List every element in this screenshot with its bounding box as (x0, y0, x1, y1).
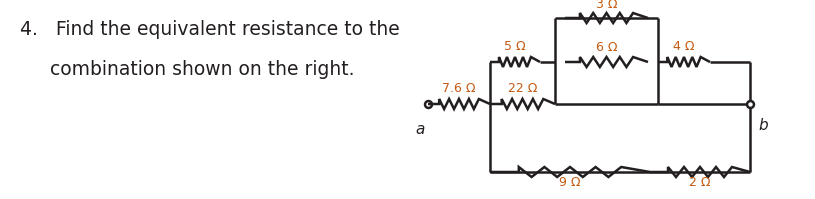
Text: 4 Ω: 4 Ω (673, 40, 694, 53)
Text: b: b (758, 118, 768, 133)
Text: 2 Ω: 2 Ω (689, 176, 711, 189)
Text: 3 Ω: 3 Ω (596, 0, 617, 11)
Text: a: a (416, 122, 425, 137)
Text: 22 Ω: 22 Ω (508, 82, 537, 95)
Text: 7.6 Ω: 7.6 Ω (443, 82, 476, 95)
Text: 6 Ω: 6 Ω (596, 41, 617, 54)
Text: 4.   Find the equivalent resistance to the: 4. Find the equivalent resistance to the (20, 20, 399, 39)
Text: combination shown on the right.: combination shown on the right. (20, 60, 355, 79)
Text: 9 Ω: 9 Ω (559, 176, 581, 189)
Text: 5 Ω: 5 Ω (504, 40, 526, 53)
